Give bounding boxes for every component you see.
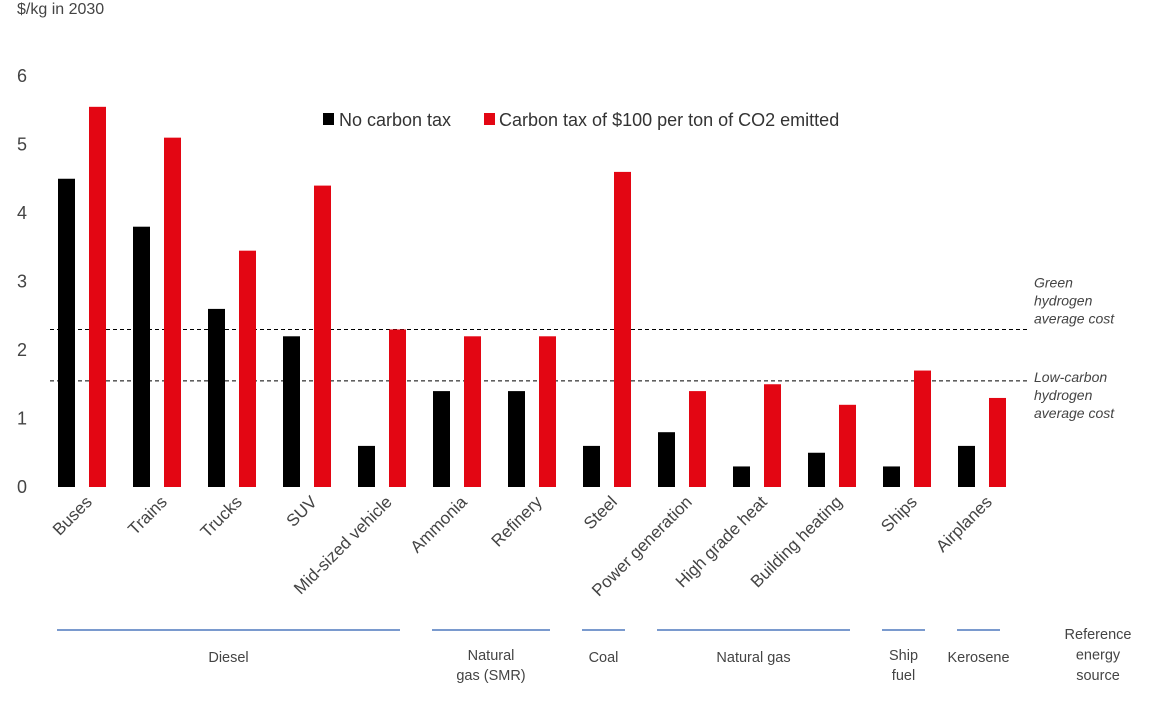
legend-swatch-no-carbon-tax	[323, 113, 334, 125]
category-label: Steel	[580, 492, 621, 533]
bar-carbon-tax	[314, 185, 331, 487]
bar-carbon-tax	[914, 370, 931, 487]
bar-no-carbon-tax	[808, 452, 825, 487]
group-label: Kerosene	[947, 650, 1009, 666]
category-label: Buses	[49, 492, 96, 539]
bar-carbon-tax	[989, 397, 1006, 487]
y-tick-label: 6	[17, 66, 27, 86]
reference-line-label: Low-carbon	[1034, 369, 1107, 385]
group-label: fuel	[892, 668, 915, 684]
bar-carbon-tax	[839, 404, 856, 487]
y-axis-ticks: 0 1 2 3 4 5 6	[17, 66, 27, 497]
bar-no-carbon-tax	[508, 391, 525, 487]
bars	[58, 106, 1006, 487]
y-tick-label: 3	[17, 272, 27, 292]
group-axis-label: energy	[1076, 648, 1121, 664]
reference-line-label: hydrogen	[1034, 387, 1093, 403]
bar-no-carbon-tax	[283, 336, 300, 487]
group-label: Ship	[889, 648, 918, 664]
category-label: SUV	[283, 492, 322, 531]
group-label: Coal	[589, 650, 619, 666]
bar-carbon-tax	[689, 391, 706, 487]
bar-no-carbon-tax	[658, 432, 675, 487]
bar-carbon-tax	[539, 336, 556, 487]
bar-no-carbon-tax	[733, 466, 750, 487]
energy-source-groups: Diesel Natural gas (SMR) Coal Natural gas Shi…	[57, 627, 1131, 684]
group-axis-label: source	[1076, 668, 1120, 684]
y-tick-label: 0	[17, 477, 27, 497]
legend-label-no-carbon-tax: No carbon tax	[339, 110, 451, 130]
group-label: Natural gas	[716, 650, 790, 666]
y-axis-unit-label: $/kg in 2030	[17, 1, 104, 18]
bar-no-carbon-tax	[208, 308, 225, 487]
category-label: Ammonia	[407, 492, 472, 557]
bar-carbon-tax	[464, 336, 481, 487]
category-label: Airplanes	[932, 492, 996, 556]
bar-no-carbon-tax	[958, 445, 975, 487]
category-label: Refinery	[488, 492, 547, 551]
y-tick-label: 1	[17, 409, 27, 429]
bar-carbon-tax	[389, 329, 406, 487]
group-label: gas (SMR)	[456, 668, 525, 684]
bar-no-carbon-tax	[883, 466, 900, 487]
category-label: Trucks	[197, 492, 246, 541]
bar-carbon-tax	[764, 384, 781, 487]
reference-line-label: hydrogen	[1034, 292, 1093, 308]
y-tick-label: 5	[17, 135, 27, 155]
reference-lines: Green hydrogen average cost Low-carbon hydro…	[50, 274, 1115, 421]
group-label: Natural	[468, 648, 515, 664]
category-label: Trains	[124, 492, 170, 538]
bar-carbon-tax	[89, 106, 106, 487]
legend-label-carbon-tax: Carbon tax of $100 per ton of CO2 emitte…	[499, 110, 839, 130]
reference-line-label: Green	[1034, 274, 1073, 290]
bar-no-carbon-tax	[58, 178, 75, 487]
reference-line-label: average cost	[1034, 310, 1115, 326]
legend-swatch-carbon-tax	[484, 113, 495, 125]
bar-carbon-tax	[164, 137, 181, 487]
bar-no-carbon-tax	[433, 391, 450, 487]
y-tick-label: 2	[17, 340, 27, 360]
group-axis-label: Reference	[1065, 627, 1132, 643]
bar-no-carbon-tax	[583, 445, 600, 487]
bar-no-carbon-tax	[133, 226, 150, 487]
bar-carbon-tax	[239, 250, 256, 487]
group-label: Diesel	[208, 650, 248, 666]
legend: No carbon tax Carbon tax of $100 per ton …	[323, 110, 839, 130]
y-tick-label: 4	[17, 203, 27, 223]
bar-no-carbon-tax	[358, 445, 375, 487]
category-label: Ships	[877, 492, 921, 536]
bar-carbon-tax	[614, 171, 631, 487]
reference-line-label: average cost	[1034, 405, 1115, 421]
